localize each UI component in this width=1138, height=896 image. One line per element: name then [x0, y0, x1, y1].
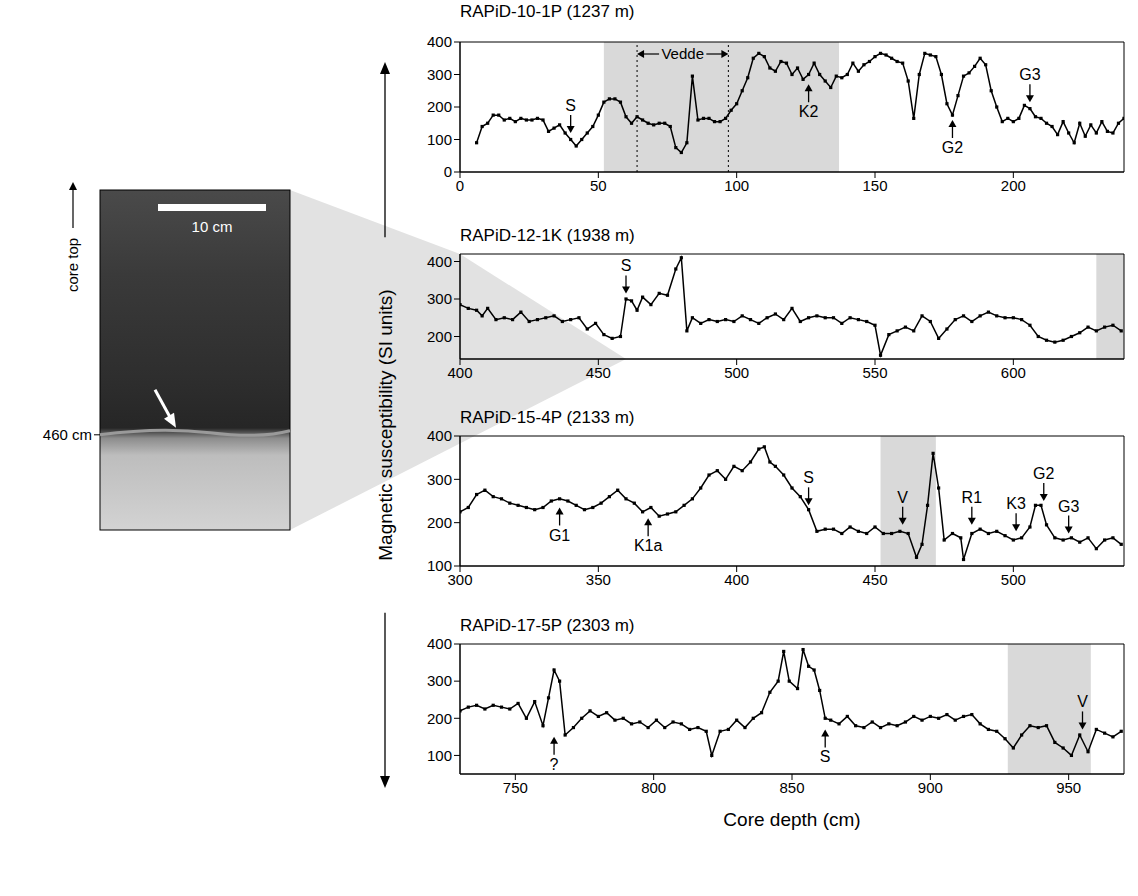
svg-text:300: 300 [427, 66, 452, 83]
svg-text:G1: G1 [549, 527, 570, 544]
html-text:RAPiD-17-5P (2303 m): RAPiD-17-5P (2303 m) [460, 616, 635, 635]
svg-text:460 cm: 460 cm [43, 426, 92, 443]
svg-text:G3: G3 [1058, 498, 1079, 515]
svg-text:K2: K2 [799, 103, 819, 120]
svg-text:core top: core top [64, 238, 81, 292]
svg-text:300: 300 [427, 290, 452, 307]
svg-text:K3: K3 [1006, 495, 1026, 512]
svg-text:S: S [820, 748, 831, 765]
svg-text:450: 450 [862, 571, 887, 588]
svg-text:350: 350 [586, 571, 611, 588]
svg-text:100: 100 [427, 131, 452, 148]
html-text:RAPiD-10-1P (1237 m): RAPiD-10-1P (1237 m) [460, 2, 635, 21]
svg-text:300: 300 [427, 471, 452, 488]
svg-text:500: 500 [1001, 571, 1026, 588]
svg-text:400: 400 [427, 33, 452, 50]
html-text:RAPiD-15-4P (2133 m): RAPiD-15-4P (2133 m) [460, 408, 635, 427]
svg-text:?: ? [550, 756, 559, 773]
svg-text:10 cm: 10 cm [192, 218, 233, 235]
svg-text:400: 400 [447, 364, 472, 381]
svg-text:600: 600 [1001, 364, 1026, 381]
svg-text:S: S [565, 97, 576, 114]
svg-text:200: 200 [1001, 177, 1026, 194]
svg-text:Core depth (cm): Core depth (cm) [723, 809, 860, 830]
svg-text:200: 200 [427, 328, 452, 345]
svg-text:200: 200 [427, 514, 452, 531]
svg-text:850: 850 [779, 779, 804, 796]
html-text:RAPiD-12-1K (1938 m): RAPiD-12-1K (1938 m) [460, 226, 635, 245]
svg-text:500: 500 [724, 364, 749, 381]
svg-text:G3: G3 [1019, 66, 1040, 83]
svg-text:950: 950 [1056, 779, 1081, 796]
svg-text:200: 200 [427, 98, 452, 115]
svg-text:50: 50 [590, 177, 607, 194]
svg-text:Magnetic susceptibility (SI un: Magnetic susceptibility (SI units) [375, 289, 396, 560]
svg-text:Vedde: Vedde [661, 45, 704, 62]
svg-text:400: 400 [724, 571, 749, 588]
svg-text:100: 100 [724, 177, 749, 194]
svg-text:400: 400 [427, 253, 452, 270]
svg-text:400: 400 [427, 635, 452, 652]
svg-text:S: S [803, 469, 814, 486]
svg-text:V: V [1077, 693, 1088, 710]
svg-text:100: 100 [427, 747, 452, 764]
svg-text:900: 900 [918, 779, 943, 796]
svg-text:200: 200 [427, 710, 452, 727]
svg-text:150: 150 [862, 177, 887, 194]
svg-text:V: V [897, 489, 908, 506]
svg-text:G2: G2 [942, 139, 963, 156]
svg-text:K1a: K1a [634, 537, 663, 554]
svg-text:550: 550 [862, 364, 887, 381]
svg-text:400: 400 [427, 427, 452, 444]
svg-text:G2: G2 [1033, 465, 1054, 482]
svg-text:S: S [621, 257, 632, 274]
svg-text:100: 100 [427, 557, 452, 574]
svg-text:R1: R1 [962, 489, 983, 506]
svg-text:800: 800 [641, 779, 666, 796]
svg-text:750: 750 [503, 779, 528, 796]
svg-text:300: 300 [447, 570, 473, 588]
svg-text:450: 450 [586, 364, 611, 381]
svg-text:300: 300 [427, 672, 452, 689]
svg-text:0: 0 [456, 177, 464, 194]
svg-text:0: 0 [444, 163, 452, 180]
